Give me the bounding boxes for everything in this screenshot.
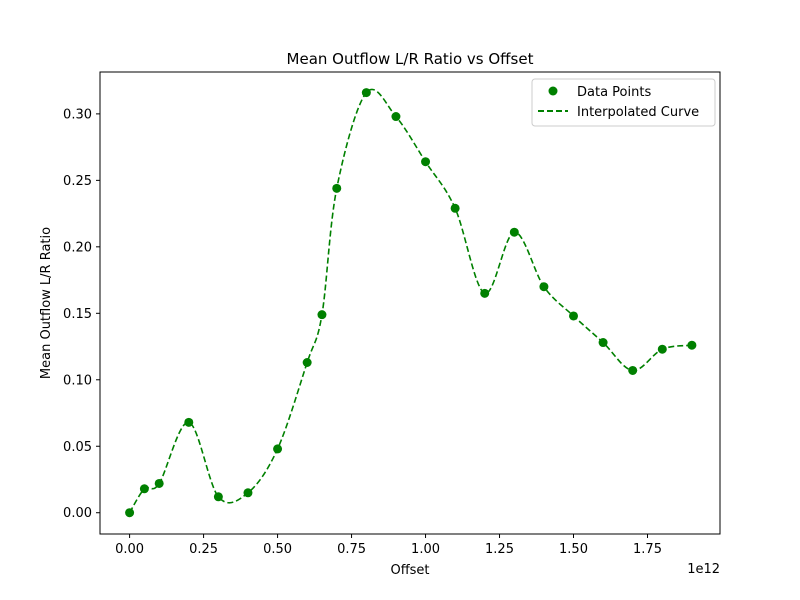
data-point [569,311,579,321]
x-tick-label: 0.25 [189,542,218,557]
plot-area [125,88,697,518]
legend-label-interpolated-curve: Interpolated Curve [577,105,699,120]
y-tick-label: 0.10 [63,373,92,388]
interpolated-curve [128,88,692,514]
data-point [657,344,667,354]
axis-ticks: 0.00 0.25 0.50 0.75 1.00 1.25 1.50 1.75 0.00 0.05… [63,107,662,557]
x-tick-label: 1.75 [633,542,662,557]
x-tick-label: 1.25 [485,542,514,557]
data-point [154,478,164,488]
y-tick-label: 0.20 [63,240,92,255]
data-point [184,417,194,427]
data-point [125,508,135,518]
data-point [450,203,460,213]
data-point [687,340,697,350]
x-tick-label: 0.50 [263,542,292,557]
data-point [213,492,223,502]
legend-box [531,78,716,127]
legend-label-data-points: Data Points [577,85,651,100]
chart-title: Mean Outflow L/R Ratio vs Offset [287,50,534,68]
legend: Data Points Interpolated Curve [531,78,716,127]
data-point [480,288,490,298]
y-axis-label: Mean Outflow L/R Ratio [39,227,54,379]
data-point [539,282,549,292]
legend-marker-data-points [548,86,558,96]
data-point [273,444,283,454]
y-tick-label: 0.30 [63,107,92,122]
y-tick-label: 0.15 [63,307,92,322]
x-tick-label: 1.50 [559,542,588,557]
data-point [509,227,519,237]
data-point [628,365,638,375]
axes-frame [99,71,721,535]
data-point [139,484,149,494]
x-tick-label: 1.00 [411,542,440,557]
x-axis-offset-label: 1e12 [687,562,720,577]
data-point [391,112,401,122]
x-tick-label: 0.75 [337,542,366,557]
y-tick-label: 0.05 [63,440,92,455]
data-point [302,357,312,367]
data-point [421,157,431,167]
data-point [361,88,371,98]
y-tick-label: 0.25 [63,174,92,189]
data-point [243,488,253,498]
data-point [317,310,327,320]
x-axis-label: Offset [390,563,429,578]
data-point [332,183,342,193]
data-point [598,338,608,348]
x-tick-label: 0.00 [115,542,144,557]
y-tick-label: 0.00 [63,506,92,521]
